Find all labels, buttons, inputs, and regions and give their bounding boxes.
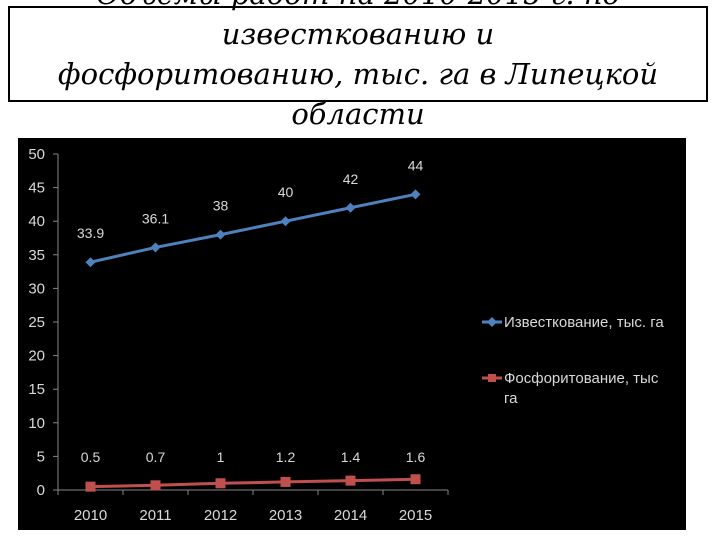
y-tick-label: 15: [28, 381, 45, 398]
data-point: [345, 202, 356, 213]
y-tick-label: 40: [28, 213, 45, 230]
data-label: 1: [217, 449, 225, 465]
x-tick-label: 2010: [74, 507, 107, 524]
y-tick-label: 50: [28, 146, 45, 163]
series-line-2: [90, 477, 416, 489]
x-tick-label: 2015: [399, 507, 432, 524]
data-point: [215, 229, 226, 240]
data-label: 44: [408, 157, 424, 173]
title-line-1: Объемы работ на 2010-2015 г. по известко…: [96, 0, 620, 51]
x-tick-label: 2012: [204, 507, 237, 524]
data-point: [215, 478, 226, 489]
y-tick-label: 35: [28, 247, 45, 264]
data-point: [150, 242, 161, 253]
legend-label: Известкование, тыс. га: [504, 314, 664, 331]
legend-marker: [488, 374, 496, 382]
data-point: [85, 481, 96, 492]
y-tick-label: 5: [37, 448, 45, 465]
data-point: [150, 480, 161, 491]
data-label: 36.1: [142, 210, 169, 226]
title-line-2: фосфоритованию, тыс. га в Липецкой облас…: [57, 57, 659, 131]
y-tick-label: 30: [28, 280, 45, 297]
data-point: [280, 476, 291, 487]
y-tick-label: 45: [28, 180, 45, 197]
data-point: [345, 475, 356, 486]
y-tick-label: 10: [28, 415, 45, 432]
x-tick-label: 2014: [334, 507, 367, 524]
legend-label: га: [504, 390, 518, 407]
data-point: [410, 189, 421, 200]
data-point: [85, 257, 96, 268]
data-label: 42: [343, 171, 359, 187]
x-tick-label: 2011: [139, 507, 171, 524]
data-label: 1.4: [341, 449, 361, 465]
data-label: 33.9: [77, 225, 104, 241]
data-label: 0.5: [81, 449, 101, 465]
data-label: 38: [213, 198, 229, 214]
data-label: 40: [278, 184, 294, 200]
y-tick-label: 25: [28, 314, 45, 331]
data-point: [280, 216, 291, 227]
x-tick-label: 2013: [269, 507, 302, 524]
chart-title: Объемы работ на 2010-2015 г. по известко…: [8, 0, 708, 131]
data-point: [410, 474, 421, 485]
data-label: 1.2: [276, 449, 296, 465]
legend-marker: [487, 317, 497, 327]
series-line-1: [90, 192, 416, 264]
y-tick-label: 0: [37, 482, 45, 499]
data-label: 0.7: [146, 449, 166, 465]
data-label: 1.6: [406, 449, 426, 465]
legend-label: Фосфоритование, тыс: [504, 370, 659, 387]
y-tick-label: 20: [28, 348, 45, 365]
chart-area: [18, 138, 686, 530]
